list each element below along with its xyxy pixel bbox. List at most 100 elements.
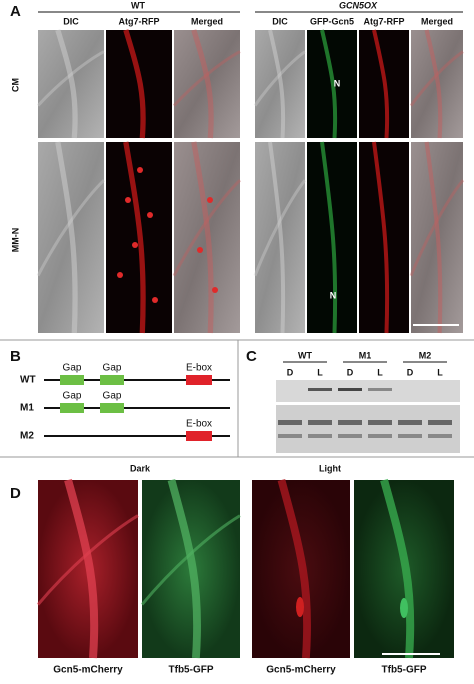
punctum [207,197,213,203]
caption: Tfb5-GFP [169,665,214,676]
signal-spot [400,598,408,618]
construct-name: WT [20,375,36,386]
hypha [320,141,338,334]
hypha [191,141,214,334]
group-label: M2 [419,350,432,360]
band [308,420,332,425]
e-box [186,375,212,385]
condition-label: Light [319,463,341,473]
hypha [277,478,312,659]
hypha [172,50,241,107]
hypha [123,29,146,139]
punctum [132,242,138,248]
gap-box [60,403,84,413]
element-label: E-box [186,363,212,374]
band [428,434,452,438]
punctum [212,287,218,293]
band [278,434,302,438]
panel-letter: C [246,348,257,365]
signal-spot [296,597,304,617]
nucleus-label: N [334,78,341,88]
lane-label: L [377,367,383,377]
hypha [253,179,307,277]
hypha [191,29,214,139]
band [428,420,452,425]
band [398,420,422,425]
hypha [172,179,242,277]
hypha [409,179,465,277]
panel-letter: D [10,485,21,502]
hypha [64,478,99,659]
band [338,420,362,425]
hypha [36,50,105,107]
lane-label: L [317,367,323,377]
gel [276,405,460,453]
panel-letter: B [10,348,21,365]
lane-label: L [437,367,443,377]
hypha [268,29,286,139]
e-box [186,431,212,441]
hypha [36,179,106,277]
hypha [55,29,78,139]
column-header: Atg7-RFP [364,16,405,26]
column-header: Atg7-RFP [119,16,160,26]
gap-box [60,375,84,385]
caption: Tfb5-GFP [382,665,427,676]
punctum [197,247,203,253]
column-header: DIC [272,16,288,26]
column-header: Merged [191,16,223,26]
group-label: WT [298,350,312,360]
band [308,434,332,438]
band [278,420,302,425]
lane-label: D [347,367,354,377]
group-label: GCN5OX [339,0,378,10]
punctum [137,167,143,173]
band [338,434,362,438]
band [398,434,422,438]
element-label: E-box [186,419,212,430]
group-label: M1 [359,350,372,360]
column-header: Merged [421,16,453,26]
row-label: CM [10,78,20,92]
gap-box [100,403,124,413]
punctum [152,297,158,303]
band [368,434,392,438]
hypha [409,50,464,107]
punctum [125,197,131,203]
element-label: Gap [63,363,82,374]
construct-name: M2 [20,431,34,442]
band [368,420,392,425]
panel-letter: A [10,3,21,20]
hypha [140,514,241,606]
punctum [117,272,123,278]
element-label: Gap [103,391,122,402]
hypha [424,29,443,139]
column-header: GFP-Gcn5 [310,16,354,26]
lane-label: D [287,367,294,377]
construct-name: M1 [20,403,34,414]
nucleus-label: N [330,290,337,300]
group-label: WT [131,0,145,10]
hypha [268,141,286,334]
band [308,388,332,391]
hypha [380,478,415,659]
element-label: Gap [63,391,82,402]
hypha [253,50,306,107]
row-label: MM-N [10,228,20,253]
band [368,388,392,391]
hypha [372,29,390,139]
hypha [36,514,139,606]
gap-box [100,375,124,385]
hypha [320,29,338,139]
punctum [147,212,153,218]
lane-label: D [407,367,414,377]
hypha [372,141,390,334]
caption: Gcn5-mCherry [266,665,336,676]
band [338,388,362,391]
hypha [55,141,78,334]
hypha [123,141,146,334]
hypha [167,478,202,659]
column-header: DIC [63,16,79,26]
caption: Gcn5-mCherry [53,665,123,676]
